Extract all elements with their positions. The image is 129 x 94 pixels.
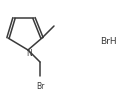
Text: Br: Br (36, 82, 44, 91)
Text: BrH: BrH (100, 38, 116, 47)
Text: N: N (26, 50, 32, 58)
